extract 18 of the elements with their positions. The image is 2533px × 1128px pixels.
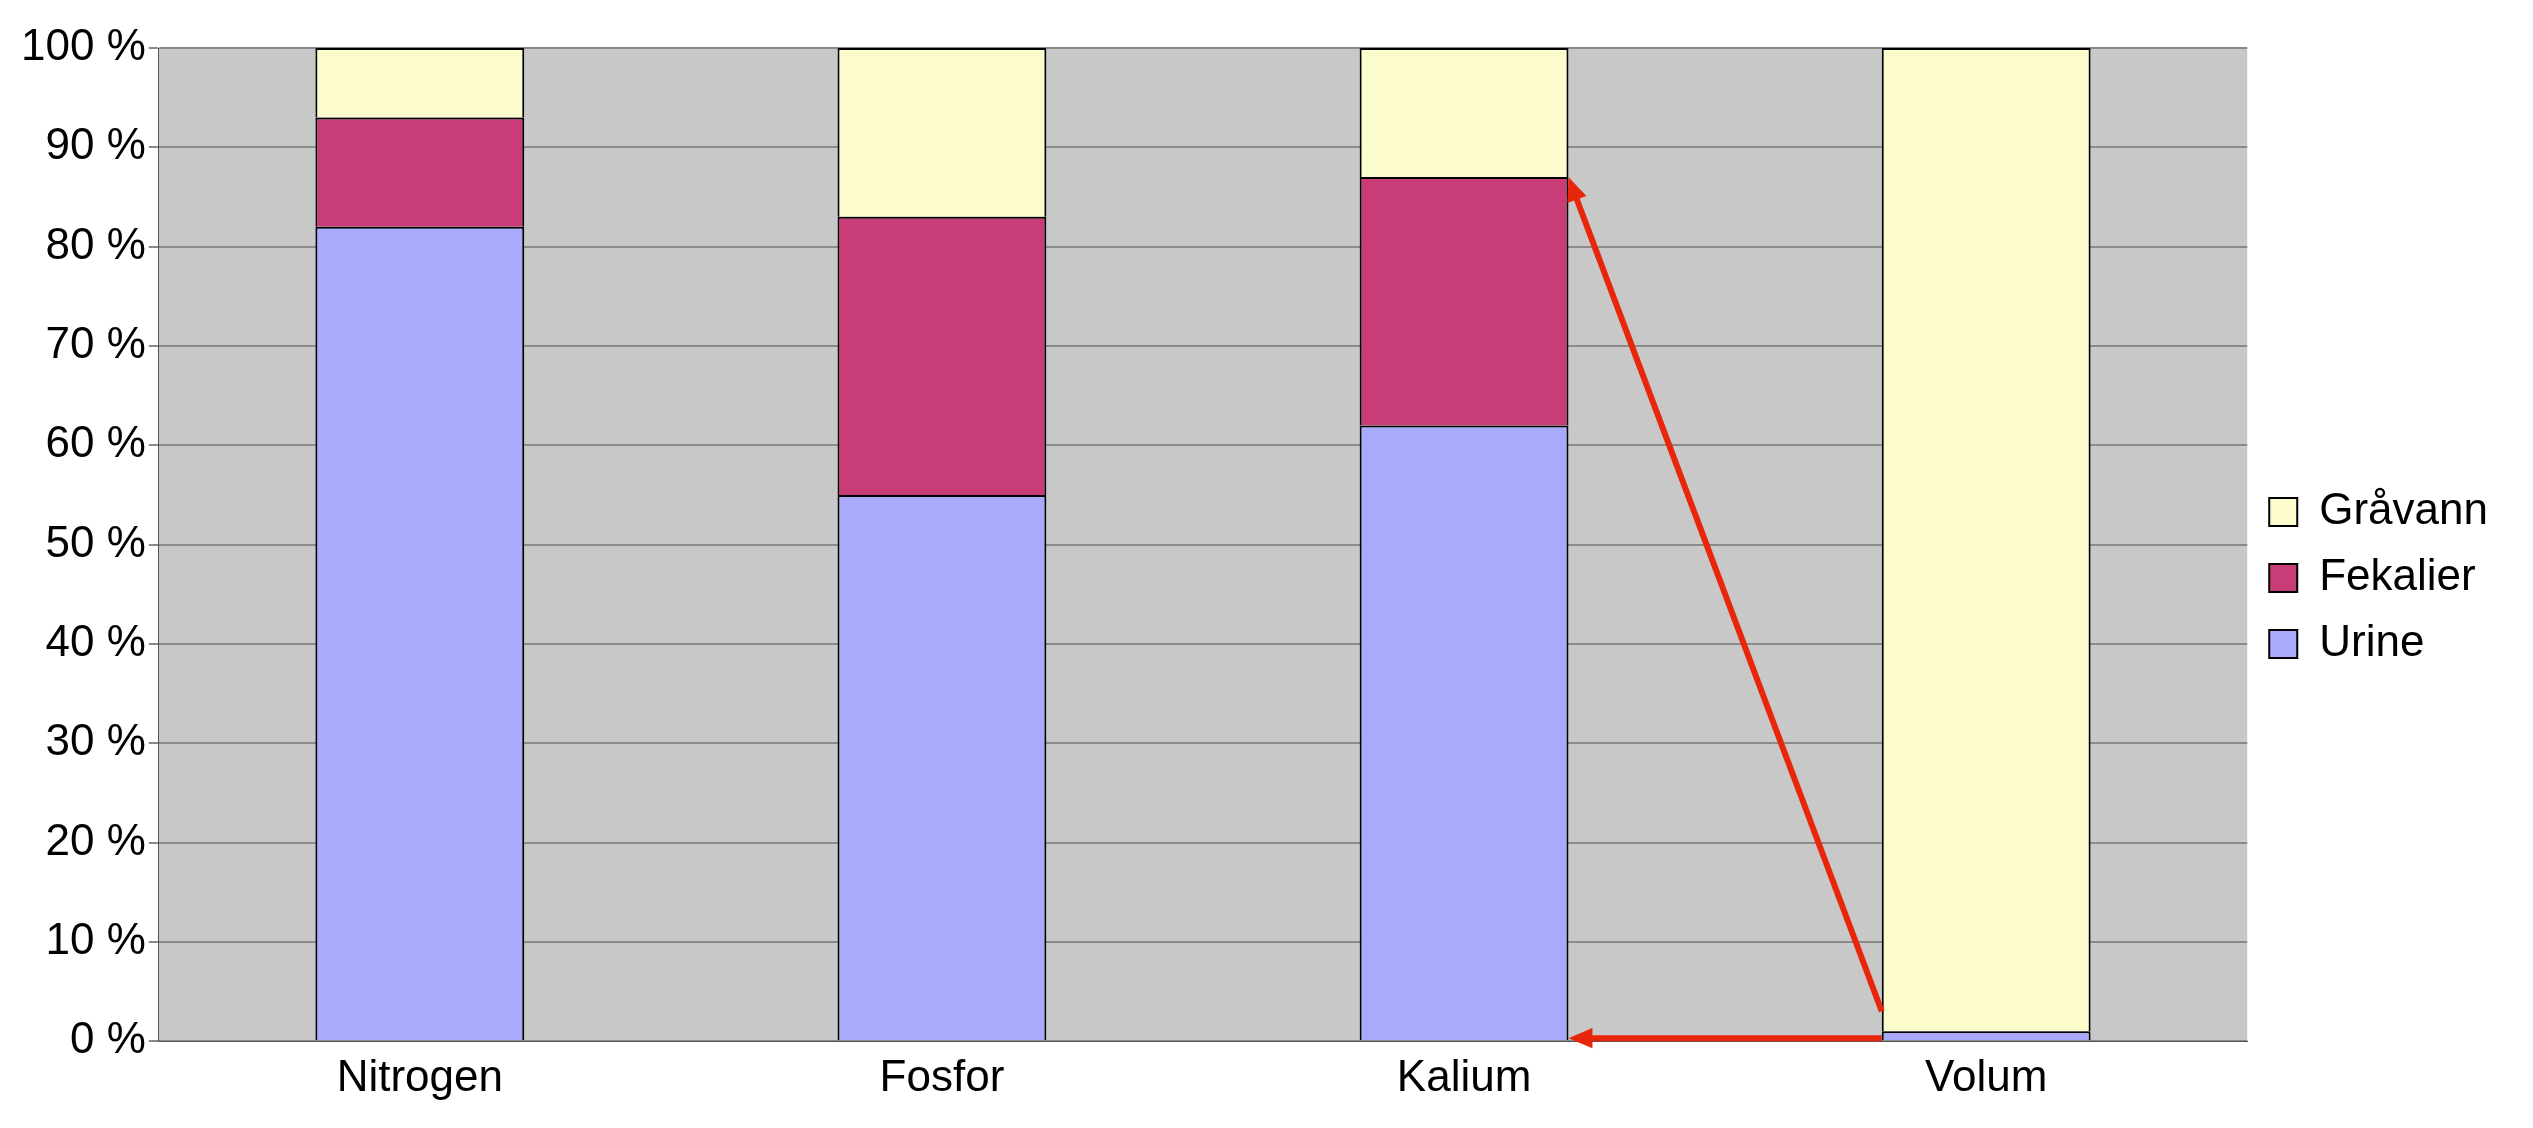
y-tick-label: 100 % (20, 20, 146, 70)
y-tick-label: 20 % (45, 814, 146, 864)
legend-label: Urine (2319, 616, 2425, 666)
x-tick-label: Nitrogen (336, 1050, 503, 1100)
y-tick-label: 50 % (45, 516, 146, 566)
y-tick-label: 90 % (45, 119, 146, 169)
y-tick-label: 30 % (45, 715, 146, 765)
y-tick-label: 60 % (45, 417, 146, 467)
x-tick-label: Kalium (1396, 1050, 1532, 1100)
legend-label: Gråvann (2319, 484, 2489, 534)
legend-label: Fekalier (2319, 550, 2476, 600)
x-tick-label: Volum (1925, 1050, 2048, 1100)
y-tick-label: 10 % (45, 914, 146, 964)
x-tick-label: Fosfor (879, 1050, 1005, 1100)
y-tick-label: 80 % (45, 218, 146, 268)
y-tick-label: 40 % (45, 616, 146, 666)
y-tick-label: 70 % (45, 318, 146, 368)
y-tick-label: 0 % (69, 1013, 146, 1063)
